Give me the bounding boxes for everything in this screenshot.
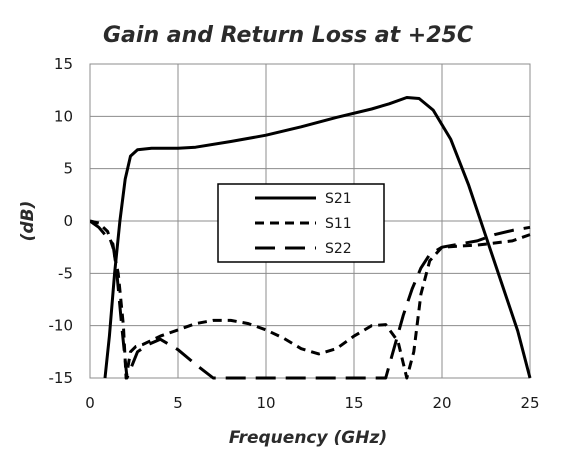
- legend-label-s22: S22: [325, 241, 352, 257]
- series-s21-line: [103, 96, 532, 379]
- y-tick-label: 0: [63, 212, 73, 230]
- y-tick-label: -5: [58, 264, 73, 282]
- y-axis-label: (dB): [18, 201, 38, 242]
- x-tick-label: 15: [344, 394, 363, 412]
- legend-label-s11: S11: [325, 216, 352, 232]
- y-tick-label: 15: [54, 55, 73, 73]
- y-tick-label: -15: [49, 369, 74, 387]
- legend: S21 S11 S22: [217, 183, 385, 263]
- x-tick-label: 10: [256, 394, 275, 412]
- x-tick-labels: 0 5 10 15 20 25: [85, 394, 539, 412]
- y-tick-label: 5: [63, 160, 73, 178]
- x-tick-label: 5: [173, 394, 183, 412]
- series-s22-line: [90, 219, 531, 380]
- chart-title: Gain and Return Loss at +25C: [103, 23, 473, 48]
- x-tick-label: 25: [520, 394, 539, 412]
- gridlines: [90, 64, 530, 378]
- y-tick-label: -10: [49, 317, 74, 335]
- x-tick-label: 20: [432, 394, 451, 412]
- series-layer: [90, 96, 532, 380]
- y-tick-labels: 15 10 5 0 -5 -10 -15: [49, 55, 74, 387]
- legend-label-s21: S21: [325, 191, 352, 207]
- x-axis-label: Frequency (GHz): [229, 428, 387, 448]
- series-s11-line: [90, 219, 531, 380]
- x-tick-label: 0: [85, 394, 95, 412]
- y-tick-label: 10: [54, 107, 73, 125]
